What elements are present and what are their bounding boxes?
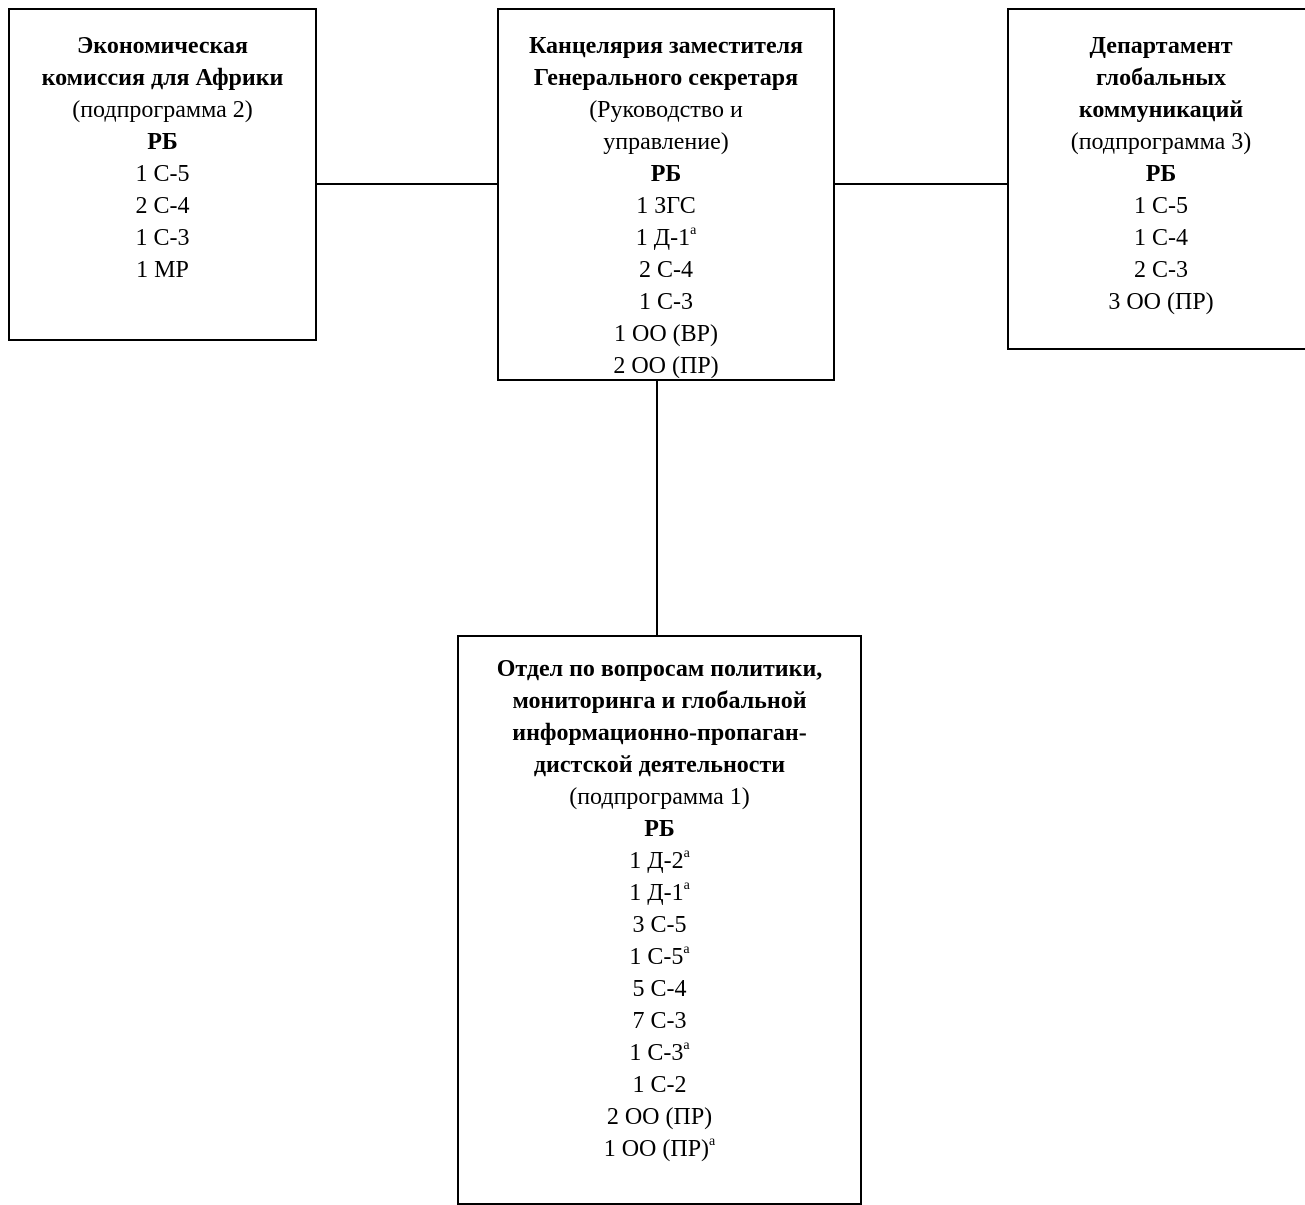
org-box-office-usg: Канцелярия заместителя Генерального секре… [497,8,835,381]
box-title-line: Канцелярия заместителя [528,33,804,59]
post-text: 1 ОО (ВР) [613,321,718,347]
connector-line-pmg [656,380,658,636]
footnote-marker: а [683,846,690,861]
post-text: 2 С-4 [639,257,693,283]
post-text: 1 С-5 [1134,193,1188,219]
post-row: 1 Д-2а [459,845,860,877]
post-row: 3 С-5 [459,909,860,941]
post-row: 2 С-4 [10,190,315,222]
footnote-marker: а [709,1134,716,1149]
post-row: 3 ОО (ПР) [1009,286,1305,318]
post-row: 1 С-5а [459,941,860,973]
post-row: 2 ОО (ПР) [459,1101,860,1133]
box-title-line: мониторинга и глобальной [512,688,807,714]
connector-line-dgc [834,183,1008,185]
post-row: 2 С-4 [499,254,833,286]
post-text: 1 Д-1 [635,225,691,251]
post-text: 5 С-4 [632,976,687,1002]
org-box-policy-monitoring: Отдел по вопросам политики, мониторинга и… [457,635,862,1205]
org-box-dgc: Департамент глобальных коммуникаций (подпро… [1007,8,1305,350]
box-subtitle-line: (подпрограмма 3) [1070,129,1252,155]
post-row: 1 С-4 [1009,222,1305,254]
post-row: 1 С-5 [10,158,315,190]
box-subtitle-line: (подпрограмма 2) [72,97,253,123]
box-title-line: комиссия для Африки [41,65,284,91]
post-text: 1 С-3 [135,225,190,251]
post-text: 3 С-5 [632,912,687,938]
budget-label: РБ [1145,161,1177,187]
post-text: 2 С-4 [135,193,190,219]
box-title-line: информационно-пропаган- [512,720,807,746]
box-title-line: коммуникаций [1078,97,1244,123]
post-row: 1 ЗГС [499,190,833,222]
org-box-eca: Экономическая комиссия для Африки (подпрог… [8,8,317,341]
post-row: 1 ОО (ВР) [499,318,833,350]
footnote-marker: а [683,1038,690,1053]
budget-label: РБ [650,161,682,187]
post-row: 1 С-2 [459,1069,860,1101]
post-text: 1 Д-2 [629,848,684,874]
box-title-line: дистской деятельности [533,752,786,778]
post-text: 2 ОО (ПР) [606,1104,713,1130]
post-text: 2 С-3 [1134,257,1188,283]
box-subtitle-line: управление) [603,129,729,155]
budget-label: РБ [147,129,178,155]
footnote-marker: а [683,878,690,893]
box-title-line: глобальных [1095,65,1227,91]
post-row: 1 С-5 [1009,190,1305,222]
post-text: 1 С-3 [639,289,693,315]
post-text: 1 С-3 [629,1040,684,1066]
post-row: 1 С-3 [10,222,315,254]
post-text: 1 ЗГС [636,193,696,219]
connector-line-eca [316,183,498,185]
box-subtitle-line: (Руководство и [589,97,743,123]
post-text: 2 ОО (ПР) [613,353,719,379]
box-title-line: Генерального секретаря [533,65,799,91]
post-row: 1 Д-1а [459,877,860,909]
post-row: 1 С-3а [459,1037,860,1069]
post-row: 5 С-4 [459,973,860,1005]
post-text: 1 С-5 [135,161,190,187]
post-text: 3 ОО (ПР) [1108,289,1214,315]
post-row: 1 Д-1а [499,222,833,254]
post-text: 1 С-5 [629,944,684,970]
post-text: 1 МР [136,257,189,283]
post-text: 1 С-4 [1134,225,1188,251]
box-subtitle-line: (подпрограмма 1) [569,784,750,810]
post-row: 1 МР [10,254,315,286]
post-row: 1 С-3 [499,286,833,318]
box-title-line: Департамент [1089,33,1233,59]
post-row: 2 С-3 [1009,254,1305,286]
post-row: 7 С-3 [459,1005,860,1037]
box-title-line: Отдел по вопросам политики, [496,656,823,682]
box-title-line: Экономическая [77,33,248,59]
budget-label: РБ [644,816,675,842]
post-row: 1 ОО (ПР)а [459,1133,860,1165]
post-text: 1 ОО (ПР) [603,1136,710,1162]
post-text: 1 Д-1 [629,880,684,906]
footnote-marker: а [683,942,690,957]
post-text: 7 С-3 [632,1008,687,1034]
footnote-marker: а [690,223,697,238]
post-text: 1 С-2 [632,1072,687,1098]
post-row: 2 ОО (ПР) [499,350,833,382]
